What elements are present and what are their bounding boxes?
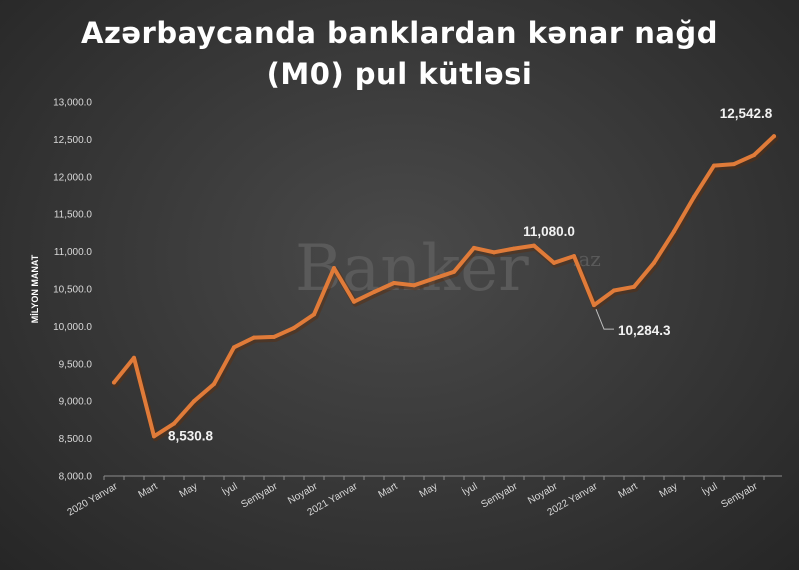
x-tick-label: 2020 Yanvar <box>66 481 120 519</box>
data-point <box>272 334 276 339</box>
data-point <box>172 421 176 426</box>
data-label: 8,530.8 <box>168 428 214 443</box>
data-point <box>492 250 496 255</box>
watermark: Banker <box>295 232 529 306</box>
data-label: 10,284.3 <box>618 323 671 338</box>
data-point <box>652 260 656 265</box>
y-tick-label: 12,500.0 <box>53 135 92 146</box>
x-tick-label: Sentyabr <box>479 481 520 511</box>
data-point <box>452 269 456 274</box>
y-tick-label: 10,500.0 <box>53 285 92 296</box>
x-tick-label: Mart <box>137 481 160 501</box>
y-tick-label: 13,000.0 <box>53 98 92 109</box>
data-point <box>412 283 416 288</box>
data-label: 12,542.8 <box>720 106 773 121</box>
series-line <box>112 134 776 439</box>
data-point <box>732 162 736 167</box>
y-tick-label: 8,000.0 <box>59 472 93 483</box>
y-tick-label: 11,000.0 <box>54 247 93 258</box>
data-point <box>772 134 776 139</box>
data-point <box>332 266 336 271</box>
data-point <box>312 312 316 317</box>
data-point <box>712 163 716 168</box>
x-tick-label: Sentyabr <box>239 481 280 511</box>
data-point <box>552 260 556 265</box>
x-tick-label: May <box>178 481 200 500</box>
x-tick-label: İyul <box>460 479 480 498</box>
data-point <box>152 434 156 439</box>
x-tick-label: Mart <box>377 481 400 501</box>
x-tick-label: Sentyabr <box>719 481 760 511</box>
data-point <box>232 345 236 350</box>
x-tick-label: İyul <box>220 479 240 498</box>
data-point <box>392 281 396 286</box>
y-tick-label: 9,500.0 <box>59 359 93 370</box>
chart-title-line1: Azərbaycanda banklardan kənar nağd <box>81 16 718 50</box>
x-tick-label: Mart <box>617 481 640 501</box>
data-point <box>592 303 596 308</box>
y-tick-label: 9,000.0 <box>59 397 93 408</box>
data-point <box>352 299 356 304</box>
data-point <box>192 399 196 404</box>
data-point <box>692 194 696 199</box>
y-tick-label: 11,500.0 <box>54 210 93 221</box>
series-line-shadow <box>112 135 779 442</box>
data-point <box>292 325 296 330</box>
data-point <box>372 289 376 294</box>
y-tick-label: 8,500.0 <box>59 434 93 445</box>
data-point <box>532 243 536 248</box>
y-tick-label: 12,000.0 <box>53 172 92 183</box>
x-tick-label: May <box>418 481 440 500</box>
data-point <box>512 246 516 251</box>
data-point <box>212 381 216 386</box>
data-point <box>132 355 136 360</box>
data-label-leader <box>595 308 614 330</box>
data-point <box>572 254 576 259</box>
y-tick-label: 10,000.0 <box>53 322 92 333</box>
data-point <box>252 335 256 340</box>
data-point <box>632 284 636 289</box>
data-point <box>432 276 436 281</box>
x-tick-label: İyul <box>700 479 720 498</box>
x-tick-label: May <box>658 481 680 500</box>
data-label: 11,080.0 <box>523 224 575 239</box>
y-axis-label: MİLYON MANAT <box>30 254 40 323</box>
data-point <box>752 153 756 158</box>
chart-title-line2: (M0) pul kütləsi <box>266 57 533 91</box>
data-point <box>672 229 676 234</box>
data-point <box>112 380 116 385</box>
data-point <box>612 288 616 293</box>
data-point <box>472 245 476 250</box>
